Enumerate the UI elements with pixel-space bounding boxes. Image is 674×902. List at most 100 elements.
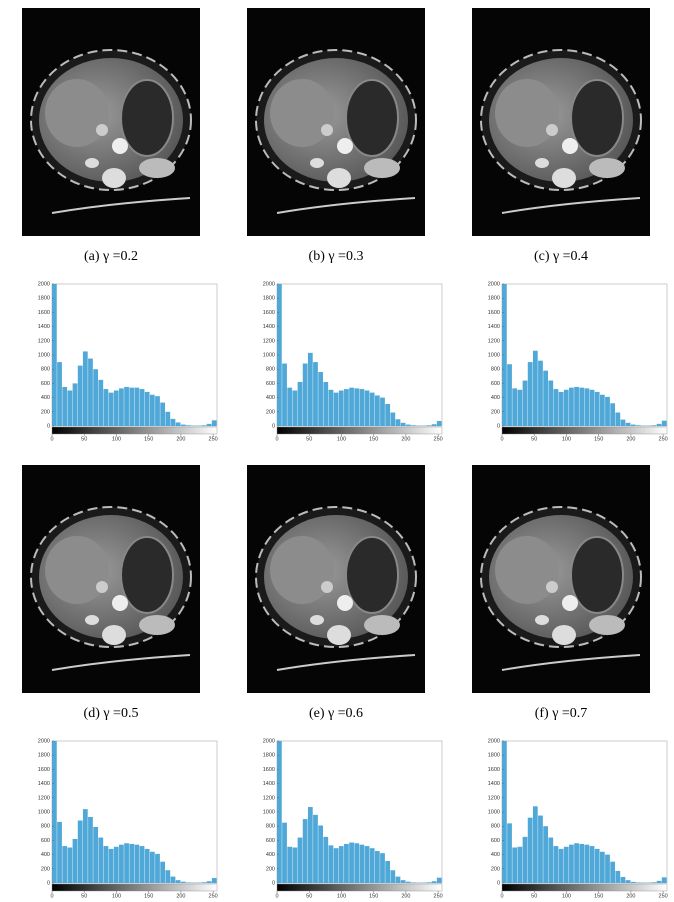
- y-tick-label: 600: [266, 838, 275, 844]
- y-tick-label: 1600: [263, 310, 275, 316]
- x-tick-label: 0: [500, 436, 503, 442]
- bar: [548, 380, 554, 426]
- bar: [369, 848, 375, 883]
- bar: [380, 397, 385, 426]
- bar: [333, 848, 339, 883]
- y-tick-label: 0: [497, 423, 500, 429]
- bar: [532, 806, 538, 883]
- bar: [354, 388, 360, 426]
- bar: [527, 362, 533, 426]
- y-tick-label: 600: [41, 838, 50, 844]
- y-tick-label: 1800: [263, 753, 275, 759]
- x-tick-label: 100: [337, 893, 346, 899]
- bar: [563, 389, 569, 426]
- bar: [302, 363, 308, 426]
- bar: [599, 851, 605, 883]
- bar: [610, 861, 616, 883]
- bar: [527, 817, 533, 883]
- y-tick-label: 0: [272, 423, 275, 429]
- bar: [636, 882, 641, 883]
- y-tick-label: 1000: [263, 352, 275, 358]
- x-tick-label: 200: [626, 893, 635, 899]
- bar: [134, 387, 140, 426]
- y-tick-label: 1600: [38, 767, 50, 773]
- bar: [569, 844, 574, 883]
- bar: [579, 387, 585, 426]
- y-tick-label: 1800: [488, 753, 500, 759]
- y-tick-label: 1400: [38, 324, 50, 330]
- y-tick-label: 2000: [38, 281, 50, 287]
- y-tick-label: 1800: [38, 296, 50, 302]
- bar: [344, 389, 349, 426]
- bar: [77, 820, 83, 883]
- bar: [93, 369, 99, 426]
- x-tick-label: 200: [401, 893, 410, 899]
- bar: [175, 422, 181, 426]
- bar: [594, 848, 600, 883]
- x-tick-label: 250: [434, 893, 443, 899]
- x-tick-label: 50: [306, 893, 312, 899]
- bar: [282, 822, 287, 883]
- x-tick-label: 150: [369, 893, 378, 899]
- bar: [630, 881, 636, 883]
- y-tick-label: 1000: [488, 352, 500, 358]
- y-tick-label: 1800: [263, 296, 275, 302]
- y-tick-label: 200: [41, 409, 50, 415]
- ct-image: [22, 8, 200, 236]
- bar: [380, 853, 385, 883]
- y-tick-label: 200: [41, 866, 50, 872]
- bar: [385, 860, 391, 883]
- bar: [292, 847, 298, 883]
- bar: [113, 390, 119, 426]
- bar: [144, 848, 150, 883]
- y-tick-label: 800: [41, 824, 50, 830]
- bar: [82, 351, 88, 426]
- colorbar: [51, 426, 218, 435]
- bar: [605, 854, 610, 883]
- bar: [636, 425, 641, 426]
- bar: [574, 386, 579, 426]
- y-tick-label: 800: [266, 824, 275, 830]
- colorbar: [501, 426, 668, 435]
- colorbar: [276, 883, 443, 892]
- bar: [395, 419, 401, 426]
- y-tick-label: 200: [266, 409, 275, 415]
- bar: [323, 836, 329, 883]
- bar: [180, 424, 186, 426]
- bar: [615, 412, 621, 426]
- ct-image: [247, 8, 425, 236]
- bar: [374, 851, 380, 883]
- x-tick-label: 200: [626, 436, 635, 442]
- bar: [512, 847, 518, 883]
- y-tick-label: 1400: [488, 324, 500, 330]
- ct-image: [247, 465, 425, 693]
- bar: [313, 814, 318, 883]
- y-tick-label: 0: [497, 880, 500, 886]
- x-tick-label: 100: [562, 893, 571, 899]
- bar: [400, 422, 406, 426]
- y-tick-label: 0: [272, 880, 275, 886]
- x-tick-label: 50: [81, 893, 87, 899]
- y-tick-label: 1200: [263, 338, 275, 344]
- bar: [390, 870, 396, 883]
- x-tick-label: 150: [144, 436, 153, 442]
- bar: [522, 380, 528, 426]
- bar: [323, 381, 329, 426]
- bar: [502, 284, 507, 426]
- y-tick-label: 1200: [38, 795, 50, 801]
- bar: [369, 392, 375, 426]
- bar: [405, 424, 411, 426]
- bar: [318, 825, 324, 883]
- bar: [149, 851, 155, 883]
- ct-image: [22, 465, 200, 693]
- y-tick-label: 2000: [38, 738, 50, 744]
- bar: [52, 741, 57, 883]
- bar: [98, 837, 104, 883]
- bar: [277, 741, 282, 883]
- y-tick-label: 1000: [263, 809, 275, 815]
- x-tick-label: 250: [209, 893, 218, 899]
- bar: [318, 372, 324, 426]
- bar: [201, 882, 207, 883]
- bar: [201, 425, 207, 426]
- bar: [206, 881, 212, 883]
